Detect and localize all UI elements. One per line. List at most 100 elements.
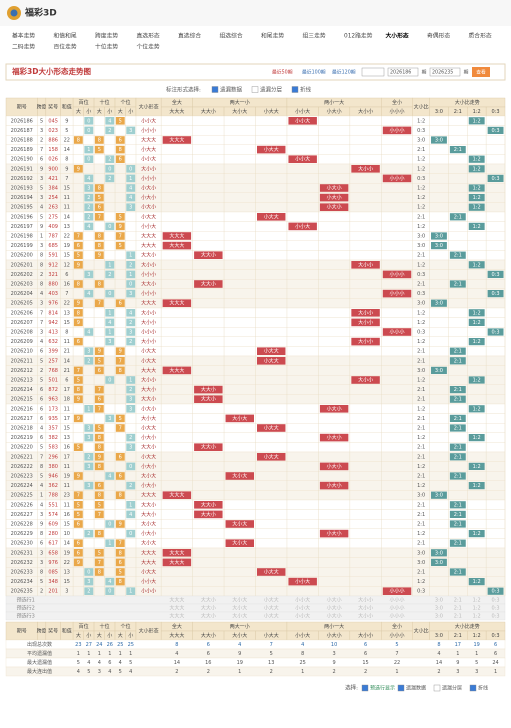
digit: 6 [98, 368, 101, 374]
shape-mark-text: 小大小 [327, 530, 342, 537]
checkbox[interactable] [469, 684, 477, 692]
checkbox[interactable] [291, 86, 299, 93]
draw-number: 609 [48, 522, 58, 528]
draw-number: 201 [48, 589, 58, 595]
header-text: 大 [118, 632, 123, 639]
draw-number: 946 [48, 474, 58, 480]
draw-number: 787 [48, 234, 58, 240]
nav-link[interactable]: 组选综合 [220, 32, 243, 40]
stat-value: 1 [129, 651, 132, 657]
issue: 2026220 [11, 445, 33, 451]
ratio-mark [449, 568, 466, 576]
digit: 1 [129, 272, 132, 278]
shape-mark [319, 184, 349, 192]
ratio: 2:1 [417, 282, 425, 288]
header-text: 大小形态 [139, 104, 159, 111]
nav-link[interactable]: 百位走势 [54, 43, 77, 51]
checkbox[interactable] [251, 86, 259, 93]
digit: 8 [119, 147, 122, 153]
shape-text: 大大小 [141, 252, 156, 259]
nav-link[interactable]: 012路走势 [344, 32, 373, 40]
ratio: 0:3 [417, 128, 425, 134]
nav-link[interactable]: 直选形态 [137, 32, 160, 40]
header-text: 大 [76, 632, 81, 639]
nav-link[interactable]: 二码走势 [12, 43, 35, 51]
ratio: 1:2 [417, 195, 425, 201]
digit: 6 [98, 205, 101, 211]
digit: 7 [98, 406, 101, 412]
shape-mark-text: 大大小 [201, 501, 216, 508]
header-text: 1:2 [473, 633, 481, 639]
draw-number: 321 [48, 272, 58, 278]
digit-cell [115, 241, 125, 250]
shape-text: 大大大 [141, 300, 156, 307]
checkbox[interactable] [211, 86, 219, 93]
ratio: 3:0 [417, 550, 425, 556]
stat-value: 3 [456, 669, 459, 675]
range-link[interactable]: 最近120期 [332, 69, 356, 76]
digit-cell [115, 347, 125, 355]
nav-link[interactable]: 大小形态 [386, 32, 409, 40]
stat-value: 9 [456, 660, 459, 666]
shape-text: 大大大 [141, 549, 156, 556]
shape-text: 小小小 [141, 175, 156, 182]
digit-cell [73, 337, 83, 346]
digit-cell [94, 405, 104, 413]
nav-link[interactable]: 质合形态 [469, 32, 492, 40]
issue: 2026208 [11, 330, 33, 336]
sum: 13 [64, 435, 70, 441]
sum: 21 [64, 368, 70, 374]
stat-row [5, 657, 506, 668]
digit-cell [94, 241, 104, 250]
digit: 2 [129, 435, 132, 441]
nav-link[interactable]: 奇偶形态 [427, 32, 450, 40]
shape-mark-text: 小大大 [264, 357, 279, 364]
nav-link[interactable]: 十位走势 [95, 43, 118, 51]
shape-mark-text: 小大小 [327, 434, 342, 441]
nav-link[interactable]: 直选综合 [178, 32, 201, 40]
span: 6 [40, 387, 43, 393]
nav-link[interactable]: 跨度走势 [95, 32, 118, 40]
nav-link[interactable]: 个位走势 [137, 43, 160, 51]
issue: 2026223 [11, 474, 33, 480]
shape-mark [257, 213, 286, 221]
ratio: 3:0 [417, 243, 425, 249]
shape-mark-text: 小小大 [295, 117, 310, 124]
checkbox[interactable] [433, 684, 441, 692]
draw-number: 023 [48, 128, 58, 134]
issue: 2026198 [11, 234, 33, 240]
shape-text: 大大小 [141, 501, 156, 508]
nav-link[interactable]: 基本走势 [12, 32, 35, 40]
nav-link[interactable]: 和尾走势 [261, 32, 284, 40]
range-link[interactable]: 最近50期 [272, 69, 293, 76]
view-button-label[interactable]: 查看 [476, 69, 486, 76]
digit: 6 [77, 243, 80, 249]
nav-link[interactable]: 组三走势 [303, 32, 326, 40]
ratio-mark-text: 3:0 [435, 243, 443, 249]
digit: 7 [98, 214, 101, 220]
digit: 8 [119, 493, 122, 499]
digit: 7 [98, 512, 101, 518]
chart-title: 福彩3D大小形态走势图 [11, 66, 91, 76]
sum: 14 [64, 147, 70, 153]
span: 8 [40, 531, 43, 537]
range-link[interactable]: 最近100期 [302, 69, 326, 76]
stat-value: 6 [108, 660, 111, 666]
digit: 0 [108, 224, 111, 230]
checkbox[interactable] [361, 684, 369, 692]
sum: 16 [64, 512, 70, 518]
digit-cell [94, 213, 104, 221]
digit: 8 [98, 531, 101, 537]
preview-option: 1:2 [473, 598, 481, 604]
stat-value: 5 [77, 660, 80, 666]
header-text: 大小小 [358, 108, 373, 115]
digit: 4 [108, 118, 111, 124]
nav-link[interactable]: 和值和尾 [54, 32, 77, 40]
checkbox[interactable] [397, 684, 405, 692]
ratio: 0:3 [417, 589, 425, 595]
shape-text: 小大小 [141, 185, 156, 192]
digit-cell [115, 213, 125, 221]
span: 6 [40, 416, 43, 422]
ratio-mark [468, 530, 485, 538]
shape-mark-text: 小小小 [390, 271, 405, 278]
